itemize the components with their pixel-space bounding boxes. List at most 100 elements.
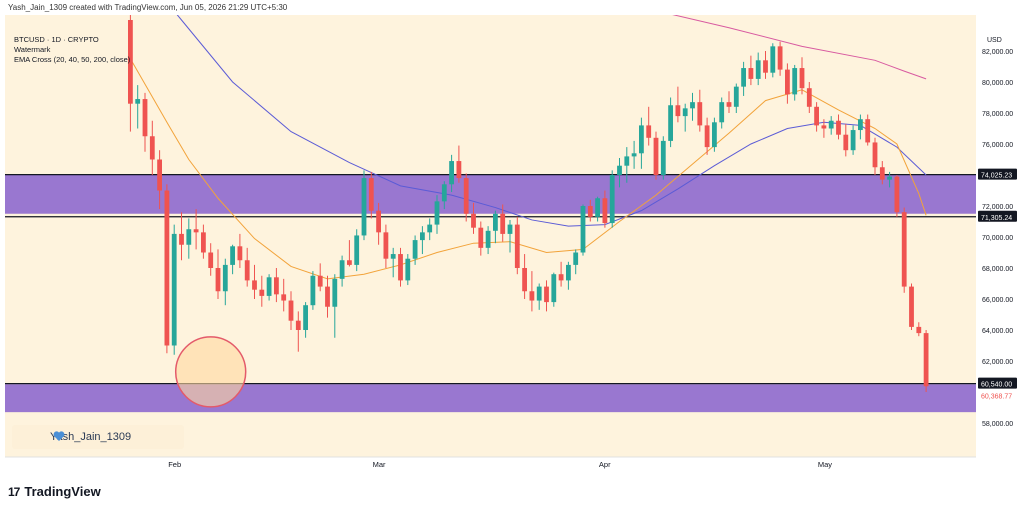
price-label-badge[interactable] [978,389,1017,401]
candle-down[interactable] [157,159,162,191]
candle-up[interactable] [551,274,557,303]
candle-down[interactable] [274,277,279,295]
candle-down[interactable] [646,125,652,138]
candle-down[interactable] [748,68,754,79]
candle-down[interactable] [843,134,849,151]
watermark-indicator-label[interactable]: Watermark [14,45,51,54]
candle-up[interactable] [485,230,491,248]
candle-up[interactable] [536,286,542,301]
candle-up[interactable] [792,68,798,95]
candle-down[interactable] [785,69,790,95]
candle-down[interactable] [799,68,805,89]
candle-down[interactable] [901,212,907,287]
candle-up[interactable] [434,201,440,225]
candle-up[interactable] [230,246,235,265]
candle-up[interactable] [755,60,761,79]
candle-up[interactable] [660,140,666,175]
candle-down[interactable] [288,300,294,321]
candle-down[interactable] [398,254,403,281]
candle-down[interactable] [149,136,155,160]
price-label-badge[interactable] [978,168,1017,180]
candle-up[interactable] [668,105,673,141]
candle-down[interactable] [763,60,768,73]
candle-up[interactable] [828,120,834,129]
candle-down[interactable] [806,88,812,107]
price-label-badge[interactable] [978,210,1017,222]
candle-up[interactable] [354,235,360,265]
candle-up[interactable] [361,178,367,236]
candle-up[interactable] [719,102,725,123]
candle-down[interactable] [128,20,133,104]
candle-down[interactable] [726,102,732,107]
candle-down[interactable] [558,274,564,281]
candle-up[interactable] [617,165,622,175]
candle-up[interactable] [420,232,425,241]
candle-down[interactable] [821,125,827,129]
candle-up[interactable] [493,213,498,231]
price-chart[interactable]: 58,000.0060,000.0062,000.0064,000.0066,0… [5,15,1017,473]
candle-up[interactable] [573,252,579,265]
candle-down[interactable] [142,99,148,137]
candle-up[interactable] [390,254,396,259]
candle-down[interactable] [383,232,389,259]
chart-frame[interactable]: 58,000.0060,000.0062,000.0064,000.0066,0… [5,15,1017,473]
candle-down[interactable] [456,161,462,179]
candle-down[interactable] [544,286,549,303]
candle-down[interactable] [814,106,819,126]
candle-up[interactable] [412,240,418,259]
candle-up[interactable] [507,224,513,234]
candle-up[interactable] [624,156,630,166]
candle-down[interactable] [317,275,323,287]
price-zone[interactable] [5,384,976,413]
candle-up[interactable] [580,206,586,253]
candle-down[interactable] [208,252,214,269]
candle-down[interactable] [522,268,527,292]
candle-down[interactable] [865,119,871,143]
candle-up[interactable] [449,161,454,185]
candle-up[interactable] [310,275,316,306]
candle-up[interactable] [770,46,776,73]
candle-down[interactable] [916,326,922,334]
candle-up[interactable] [858,119,863,131]
candle-down[interactable] [653,137,659,175]
ema-20-line[interactable] [129,58,927,280]
candle-up[interactable] [303,305,308,330]
candle-up[interactable] [741,68,746,87]
price-label-badge[interactable] [978,377,1017,389]
candle-down[interactable] [463,178,469,214]
candle-down[interactable] [215,268,221,292]
candle-down[interactable] [836,120,841,135]
candle-down[interactable] [872,142,878,168]
candle-up[interactable] [712,122,717,148]
candle-up[interactable] [135,99,141,104]
candle-up[interactable] [222,264,228,292]
candle-up[interactable] [266,277,272,296]
candle-up[interactable] [171,233,177,346]
currency-label[interactable]: USD [987,37,1002,44]
candle-down[interactable] [244,260,250,281]
candle-up[interactable] [595,198,600,217]
candle-up[interactable] [332,278,338,307]
highlight-circle[interactable] [174,336,247,408]
candle-down[interactable] [909,286,914,327]
candle-down[interactable] [179,233,184,245]
candle-down[interactable] [259,289,265,296]
candle-up[interactable] [887,176,892,180]
candle-up[interactable] [441,184,447,202]
candle-down[interactable] [894,176,900,213]
candle-down[interactable] [325,286,330,307]
candle-up[interactable] [690,102,695,109]
candle-down[interactable] [514,224,520,268]
candle-up[interactable] [639,125,644,154]
symbol-label[interactable]: BTCUSD · 1D · CRYPTO [14,35,99,44]
candle-down[interactable] [675,105,681,117]
candle-up[interactable] [850,130,856,151]
candle-up[interactable] [631,153,637,157]
candle-down[interactable] [471,213,476,228]
candle-up[interactable] [427,224,433,233]
candle-down[interactable] [500,213,506,234]
candle-down[interactable] [777,46,783,70]
candle-down[interactable] [193,229,199,233]
candle-down[interactable] [478,227,484,248]
candle-down[interactable] [237,246,243,261]
